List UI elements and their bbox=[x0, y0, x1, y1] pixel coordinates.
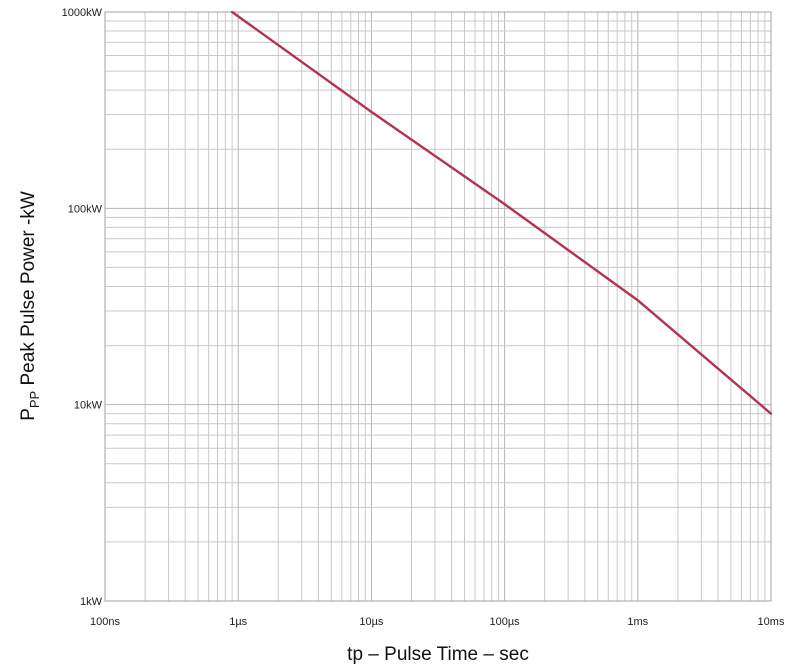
x-tick-label: 10ms bbox=[758, 616, 785, 628]
peak-power-curve bbox=[230, 10, 773, 415]
y-axis-title: PPP Peak Pulse Power -kW bbox=[18, 191, 42, 421]
y-tick-label: 1kW bbox=[80, 596, 103, 608]
x-tick-label: 1µs bbox=[229, 616, 247, 628]
y-tick-label: 1000kW bbox=[62, 7, 103, 19]
y-tick-label: 10kW bbox=[74, 400, 103, 412]
series-layer bbox=[230, 10, 773, 415]
y-axis-title-subscript: PP bbox=[27, 391, 42, 408]
x-tick-label: 100ns bbox=[90, 616, 120, 628]
x-tick-label: 10µs bbox=[359, 616, 384, 628]
y-tick-labels: 1kW 10kW 100kW 1000kW bbox=[62, 7, 103, 608]
y-axis-title-rest: Peak Pulse Power -kW bbox=[18, 191, 39, 391]
x-tick-label: 1ms bbox=[627, 616, 648, 628]
grid bbox=[104, 12, 771, 602]
y-tick-label: 100kW bbox=[68, 203, 103, 215]
x-tick-label: 100µs bbox=[489, 616, 520, 628]
y-axis-title-main: P bbox=[18, 408, 39, 421]
x-tick-labels: 100ns 1µs 10µs 100µs 1ms 10ms bbox=[90, 616, 785, 628]
x-axis-title: tp – Pulse Time – sec bbox=[347, 644, 529, 665]
plot-frame bbox=[104, 11, 772, 602]
